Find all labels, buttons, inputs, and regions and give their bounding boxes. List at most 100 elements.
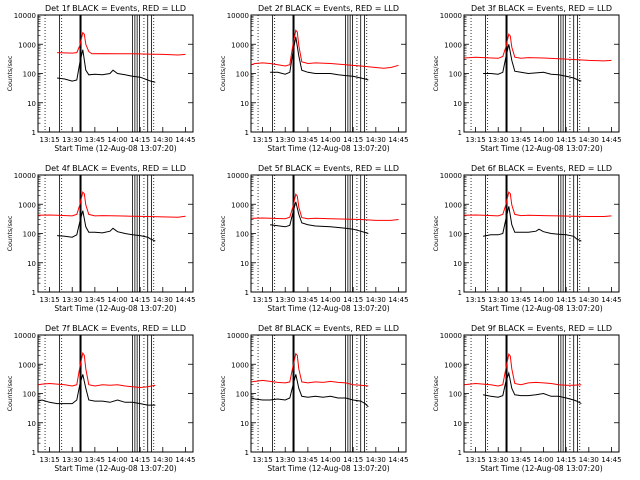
- events-series-line: [483, 371, 582, 405]
- x-axis-label: Start Time (12-Aug-08 13:07:20): [267, 304, 389, 313]
- lld-series-line: [38, 351, 156, 389]
- y-tick-label: 1000: [444, 361, 462, 369]
- y-tick-label: 100: [23, 231, 36, 239]
- x-axis-label: Start Time (12-Aug-08 13:07:20): [267, 144, 389, 153]
- y-tick-label: 10000: [440, 332, 462, 340]
- x-tick-label: 14:45: [601, 136, 621, 144]
- x-tick-label: 14:00: [320, 136, 340, 144]
- y-tick-label: 1: [245, 129, 249, 137]
- detector-panel: Det 3f BLACK = Events, RED = LLD 1 10 100 10…: [432, 4, 622, 153]
- y-tick-label: 1: [32, 449, 36, 457]
- x-tick-label: 13:15: [39, 136, 59, 144]
- y-tick-label: 10000: [227, 172, 249, 180]
- x-tick-label: 13:45: [511, 456, 531, 464]
- detector-panel: Det 5f BLACK = Events, RED = LLD 1 10 100 10…: [219, 164, 409, 313]
- x-tick-label: 13:45: [298, 456, 318, 464]
- y-tick-label: 100: [449, 391, 462, 399]
- events-series-line: [57, 49, 156, 83]
- y-tick-label: 10: [240, 420, 249, 428]
- x-tick-label: 13:15: [465, 296, 485, 304]
- y-tick-label: 10000: [14, 12, 36, 20]
- events-series-line: [483, 206, 582, 242]
- y-tick-label: 1000: [18, 41, 36, 49]
- y-tick-label: 1000: [231, 41, 249, 49]
- x-tick-label: 14:45: [601, 296, 621, 304]
- y-tick-label: 1: [32, 289, 36, 297]
- y-tick-label: 10000: [14, 332, 36, 340]
- x-tick-label: 14:15: [343, 136, 363, 144]
- y-tick-label: 1000: [444, 41, 462, 49]
- lld-series-line: [464, 33, 612, 62]
- y-tick-label: 1000: [18, 201, 36, 209]
- x-tick-label: 13:15: [252, 456, 272, 464]
- y-tick-label: 10000: [14, 172, 36, 180]
- events-series-line: [270, 201, 369, 234]
- lld-series-line: [464, 191, 612, 217]
- x-tick-label: 14:15: [556, 456, 576, 464]
- x-tick-label: 14:00: [107, 296, 127, 304]
- x-tick-label: 14:30: [153, 296, 173, 304]
- x-axis-label: Start Time (12-Aug-08 13:07:20): [54, 464, 176, 473]
- x-tick-label: 14:45: [175, 296, 195, 304]
- x-tick-label: 14:45: [388, 456, 408, 464]
- events-series-line: [251, 374, 369, 408]
- x-tick-label: 14:00: [320, 456, 340, 464]
- y-axis-label: Counts/sec: [432, 375, 440, 411]
- x-tick-label: 13:15: [39, 296, 59, 304]
- y-tick-label: 100: [23, 391, 36, 399]
- x-tick-label: 13:45: [85, 296, 105, 304]
- x-tick-label: 14:15: [556, 296, 576, 304]
- x-tick-label: 13:30: [62, 456, 82, 464]
- x-tick-label: 13:30: [275, 136, 295, 144]
- x-tick-label: 13:30: [488, 296, 508, 304]
- y-axis-label: Counts/sec: [219, 215, 227, 251]
- events-series-line: [57, 210, 156, 242]
- x-tick-label: 14:15: [343, 456, 363, 464]
- y-tick-label: 100: [236, 391, 249, 399]
- x-tick-label: 14:30: [579, 136, 599, 144]
- plot-frame: [463, 174, 620, 293]
- x-tick-label: 13:30: [275, 456, 295, 464]
- detector-panel: Det 2f BLACK = Events, RED = LLD 1 10 100 10…: [219, 4, 409, 153]
- x-tick-label: 14:15: [130, 456, 150, 464]
- x-tick-label: 14:00: [533, 136, 553, 144]
- y-tick-label: 10: [240, 100, 249, 108]
- x-tick-label: 14:15: [130, 136, 150, 144]
- x-axis-label: Start Time (12-Aug-08 13:07:20): [267, 464, 389, 473]
- x-tick-label: 13:15: [465, 136, 485, 144]
- x-tick-label: 14:45: [175, 136, 195, 144]
- y-tick-label: 1: [245, 289, 249, 297]
- y-tick-label: 100: [236, 231, 249, 239]
- x-axis-label: Start Time (12-Aug-08 13:07:20): [480, 144, 602, 153]
- panel-title: Det 9f BLACK = Events, RED = LLD: [471, 324, 612, 333]
- lld-series-line: [251, 193, 399, 221]
- panel-title: Det 4f BLACK = Events, RED = LLD: [45, 164, 186, 173]
- x-tick-label: 13:15: [39, 456, 59, 464]
- x-tick-label: 13:30: [62, 136, 82, 144]
- x-tick-label: 14:00: [320, 296, 340, 304]
- detector-panel: Det 6f BLACK = Events, RED = LLD 1 10 100 10…: [432, 164, 622, 313]
- x-tick-label: 13:15: [465, 456, 485, 464]
- x-tick-label: 14:00: [107, 136, 127, 144]
- x-tick-label: 13:30: [275, 296, 295, 304]
- detector-panel: Det 4f BLACK = Events, RED = LLD 1 10 100 10…: [6, 164, 196, 313]
- lld-series-line: [38, 191, 186, 218]
- y-tick-label: 10: [27, 420, 36, 428]
- y-axis-label: Counts/sec: [432, 55, 440, 91]
- y-tick-label: 10: [453, 420, 462, 428]
- y-tick-label: 1: [458, 129, 462, 137]
- x-tick-label: 13:30: [62, 296, 82, 304]
- panel-title: Det 6f BLACK = Events, RED = LLD: [471, 164, 612, 173]
- y-tick-label: 100: [449, 71, 462, 79]
- y-tick-label: 1000: [231, 201, 249, 209]
- x-tick-label: 14:45: [175, 456, 195, 464]
- panel-title: Det 1f BLACK = Events, RED = LLD: [45, 4, 186, 13]
- lld-series-line: [57, 31, 186, 56]
- plot-frame: [250, 334, 407, 453]
- events-series-line: [270, 36, 369, 81]
- y-tick-label: 10000: [227, 12, 249, 20]
- y-tick-label: 10: [240, 260, 249, 268]
- x-tick-label: 13:45: [511, 136, 531, 144]
- plot-frame: [37, 174, 194, 293]
